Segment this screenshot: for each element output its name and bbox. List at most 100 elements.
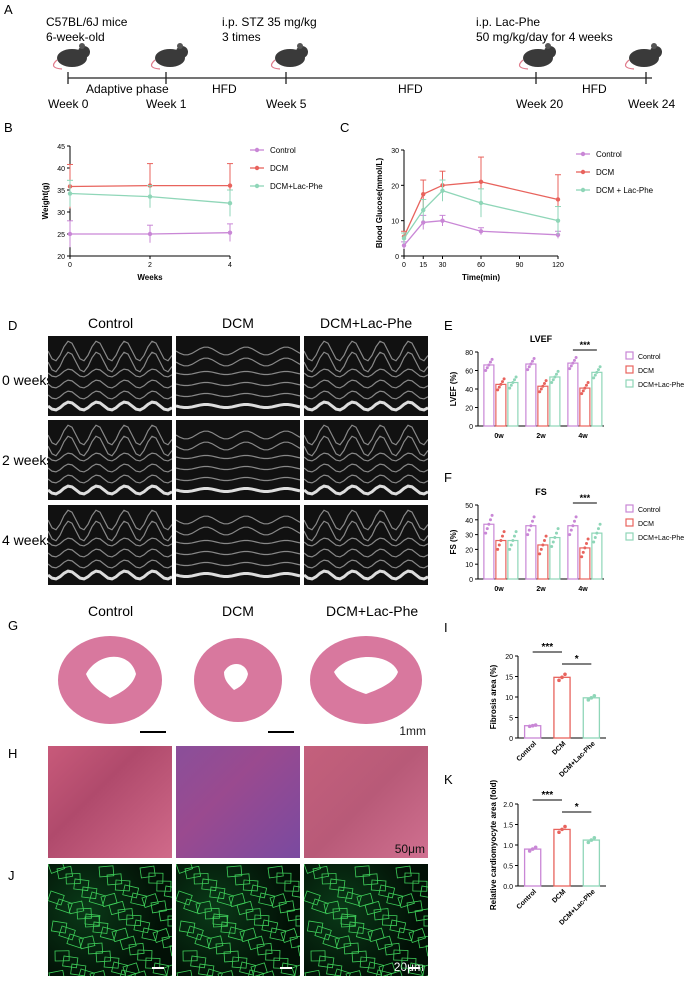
data-point — [227, 183, 233, 188]
data-dot — [581, 550, 585, 554]
x-tick-label: 0 — [402, 262, 406, 269]
y-tick-label: 60 — [465, 369, 473, 376]
data-dot — [502, 377, 506, 381]
data-point — [67, 191, 73, 196]
y-tick-label: 0.0 — [503, 884, 513, 891]
panel-H-letter: H — [8, 746, 17, 761]
echo-dcm-0w — [176, 336, 300, 416]
x-tick-label: 30 — [439, 262, 447, 269]
wga-lacphe: 20μm — [304, 864, 428, 976]
data-dot — [595, 531, 599, 535]
data-dot — [538, 390, 542, 394]
y-tick-label: 0 — [469, 424, 473, 431]
x-tick-label: DCM — [551, 888, 567, 904]
mouse-icon — [518, 43, 556, 70]
y-axis-label: FS (%) — [449, 529, 458, 554]
week-label-24: Week 24 — [628, 97, 675, 111]
bar — [525, 363, 537, 427]
x-tick-label: 120 — [552, 262, 564, 269]
timeline-note-dose: 50 mg/kg/day for 4 weeks — [476, 30, 613, 44]
week-label-0: Week 0 — [48, 97, 89, 111]
x-tick-label: Control — [516, 888, 539, 911]
masson-dcm — [176, 746, 300, 858]
data-dot — [530, 359, 534, 363]
data-point — [440, 188, 445, 193]
data-dot — [538, 552, 542, 556]
data-dot — [484, 531, 488, 535]
data-dot — [586, 381, 590, 385]
legend-label: DCM — [596, 168, 615, 177]
data-dot — [557, 678, 561, 683]
legend-marker — [254, 147, 260, 153]
data-dot — [569, 528, 573, 532]
y-tick-label: 25 — [57, 232, 65, 239]
y-tick-label: 1.5 — [503, 823, 513, 830]
echo-row-0w: 0 weeks — [2, 372, 53, 388]
y-tick-label: 0 — [395, 254, 399, 261]
legend-label: Control — [638, 507, 661, 514]
data-dot — [499, 382, 503, 386]
legend-swatch — [625, 504, 634, 513]
data-dot — [497, 385, 501, 389]
y-tick-label: 20 — [465, 547, 473, 554]
mouse-icon — [150, 43, 188, 70]
bar — [523, 725, 542, 739]
data-dot — [529, 524, 533, 528]
legend-label: Control — [270, 146, 296, 155]
data-dot — [592, 835, 597, 840]
phase-hfd-1: HFD — [212, 82, 237, 96]
legend-label: DCM — [638, 521, 654, 528]
legend-label: DCM+Lac-Phe — [638, 535, 684, 542]
y-axis-label: Relative cardiomyocyte area (fold) — [489, 780, 498, 911]
data-dot — [556, 527, 560, 531]
data-dot — [593, 373, 597, 377]
y-tick-label: 30 — [465, 533, 473, 540]
data-dot — [530, 519, 534, 523]
chart-K: K 0.0 0.5 1.0 1.5 2.0 Relative cardiomyocyte a… — [444, 772, 606, 927]
data-dot — [527, 365, 531, 369]
y-tick-label: 20 — [505, 654, 513, 661]
data-dot — [497, 543, 501, 547]
sig-label: *** — [580, 340, 591, 350]
data-dot — [541, 384, 545, 388]
masson-lacphe: 50μm — [304, 746, 428, 858]
data-dot — [508, 386, 512, 390]
data-dot — [502, 530, 506, 534]
y-tick-label: 40 — [465, 387, 473, 394]
x-tick-label: 0w — [494, 433, 504, 440]
chart-E: E 0 20 40 60 80 LVEF (%) LVEF 0w 2w 4w *** Control DC… — [444, 318, 684, 440]
data-point — [478, 229, 484, 234]
bar — [553, 676, 571, 739]
wga-control — [48, 864, 172, 976]
x-tick-label: 2w — [536, 586, 546, 593]
data-dot — [532, 515, 536, 519]
data-dot — [580, 392, 584, 396]
sig-label: * — [575, 654, 579, 665]
data-point — [555, 218, 561, 223]
data-dot — [512, 534, 516, 538]
data-point — [147, 231, 153, 237]
data-dot — [509, 543, 513, 547]
y-tick-label: 80 — [465, 350, 473, 357]
data-dot — [542, 381, 546, 385]
data-point — [421, 207, 426, 213]
echo-row-2w: 2 weeks — [2, 452, 53, 468]
legend-label: Control — [638, 354, 661, 361]
y-tick-label: 0 — [469, 577, 473, 584]
bar — [553, 828, 571, 887]
data-dot — [490, 513, 494, 517]
legend-marker — [254, 165, 260, 171]
chart-B: B 20 25 30 35 40 45 Weight(g) 0 2 4 Weeks Control DCM… — [4, 120, 323, 282]
data-point — [67, 231, 73, 237]
data-dot — [595, 370, 599, 374]
y-tick-label: 20 — [57, 254, 65, 261]
echo-lacphe-2w — [304, 420, 428, 500]
y-axis-label: Fibrosis area (%) — [489, 664, 498, 729]
data-point — [401, 236, 407, 241]
data-dot — [563, 672, 567, 677]
he-dcm — [176, 622, 300, 740]
data-dot — [580, 555, 584, 559]
echo-dcm-2w — [176, 420, 300, 500]
legend-swatch — [625, 379, 634, 388]
chart-title: LVEF — [530, 334, 553, 344]
